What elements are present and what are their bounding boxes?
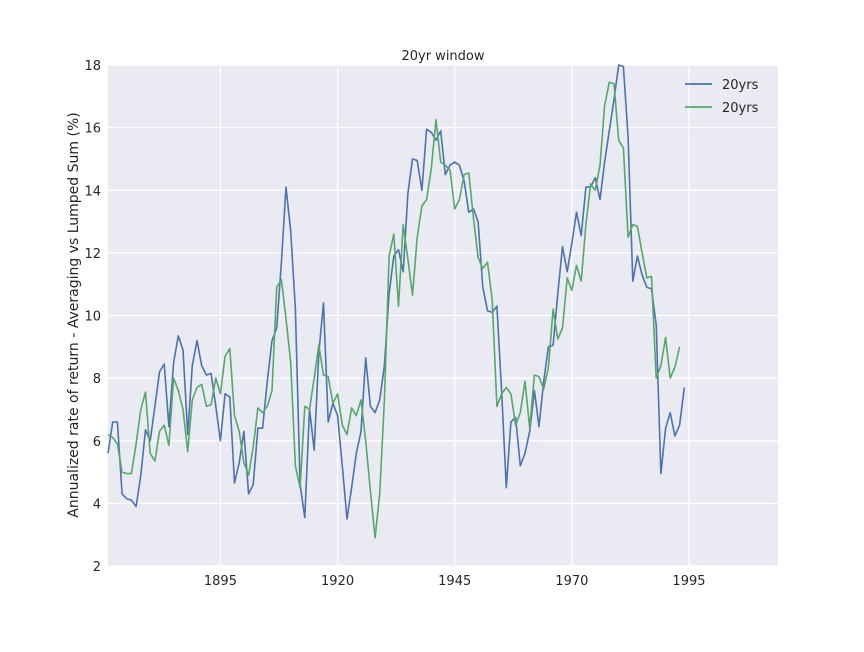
x-tick-label: 1895 xyxy=(204,574,237,589)
x-tick-label: 1970 xyxy=(555,574,588,589)
legend: 20yrs 20yrs xyxy=(685,78,759,116)
y-tick-label: 6 xyxy=(93,435,101,450)
x-tick-label: 1995 xyxy=(672,574,705,589)
legend-label: 20yrs xyxy=(722,101,759,116)
y-tick-label: 10 xyxy=(84,310,101,325)
series-line-2 xyxy=(107,81,681,539)
y-tick-label: 4 xyxy=(93,497,101,512)
series-line-1 xyxy=(107,64,686,520)
tick-labels: 1895 1920 1945 1970 1995 2 4 6 8 10 12 14 16 18 xyxy=(84,59,705,589)
y-tick-label: 14 xyxy=(84,184,101,199)
x-tick-label: 1945 xyxy=(438,574,471,589)
x-tick-label: 1920 xyxy=(321,574,354,589)
y-tick-label: 12 xyxy=(84,247,101,262)
y-tick-label: 16 xyxy=(84,122,101,137)
y-tick-label: 2 xyxy=(93,560,101,575)
legend-label: 20yrs xyxy=(722,78,759,93)
chart-title: 20yr window xyxy=(401,49,484,64)
y-tick-label: 18 xyxy=(84,59,101,74)
y-axis-label: Annualized rate of return - Averaging vs… xyxy=(66,112,82,517)
y-tick-label: 8 xyxy=(93,372,101,387)
series-group xyxy=(107,64,686,539)
